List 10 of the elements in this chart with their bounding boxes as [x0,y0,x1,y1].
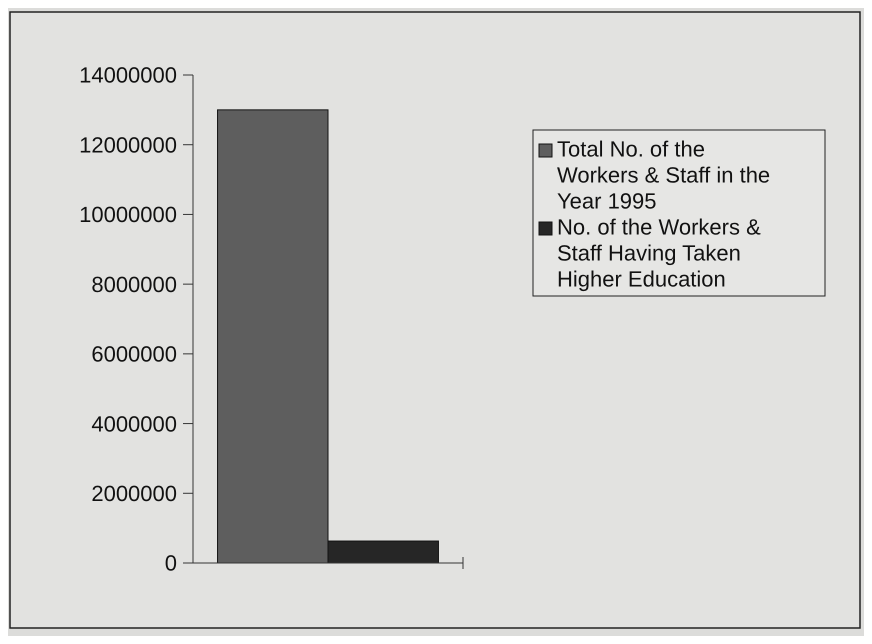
legend-label: No. of the Workers & Staff Having Taken Higher Education [557,214,762,292]
y-tick-label: 4000000 [91,411,177,436]
y-tick-label: 10000000 [79,202,177,228]
legend-label: Total No. of the Workers & Staff in the Year 1995 [557,136,770,214]
y-tick-label: 14000000 [79,62,177,88]
y-tick-label: 2000000 [91,480,177,506]
y-tick-label: 0 [164,550,177,576]
y-tick-label: 8000000 [91,272,177,297]
y-tick-label: 12000000 [79,132,177,158]
y-tick-label: 6000000 [91,342,177,367]
